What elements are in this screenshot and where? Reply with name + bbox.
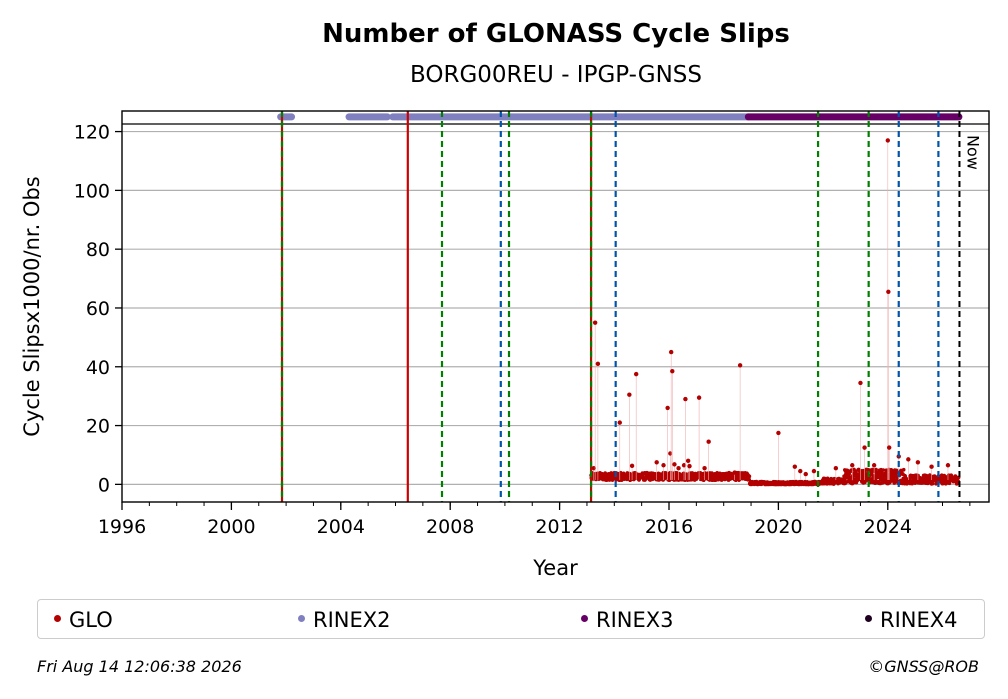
legend-label-rinex2: RINEX2 xyxy=(313,608,391,632)
glo-outlier-point xyxy=(737,363,743,368)
x-tick-label-5: 2016 xyxy=(645,516,693,538)
glo-point xyxy=(901,467,906,472)
glo-outlier-point xyxy=(672,462,677,467)
glo-outlier-point xyxy=(629,463,635,469)
glo-outlier-point xyxy=(886,445,892,450)
y-tick-label-6: 120 xyxy=(74,122,110,144)
glo-outlier-point xyxy=(687,463,692,469)
y-tick-label-4: 80 xyxy=(86,239,110,261)
glo-outlier-point xyxy=(776,430,781,436)
x-tick-label-6: 2020 xyxy=(754,516,802,538)
glo-outlier-point xyxy=(850,463,855,468)
glo-outlier-point xyxy=(661,463,666,468)
chart-title: Number of GLONASS Cycle Slips xyxy=(322,19,790,49)
glo-outlier-point xyxy=(945,463,951,468)
legend-item-rinex3: RINEX3 xyxy=(581,608,674,632)
glo-outlier-point xyxy=(685,458,691,464)
glo-outlier-point xyxy=(906,457,911,462)
legend-marker-glo xyxy=(54,614,61,622)
glo-outlier-point xyxy=(792,464,798,469)
glo-outlier-point xyxy=(683,396,688,402)
y-tick-label-0: 0 xyxy=(98,474,110,496)
x-tick-label-1: 2000 xyxy=(207,516,255,538)
glo-outlier-point xyxy=(696,395,702,400)
glo-outlier-point xyxy=(670,368,675,374)
glo-outlier-point xyxy=(627,392,632,397)
plot-frame xyxy=(121,110,990,503)
x-tick-label-0: 1996 xyxy=(98,516,146,538)
x-tick-label-7: 2024 xyxy=(864,516,912,538)
glo-outlier-point xyxy=(915,460,921,465)
x-tick-label-2: 2004 xyxy=(317,516,365,538)
glo-outlier-point xyxy=(617,420,622,425)
legend-label-rinex4: RINEX4 xyxy=(880,608,958,632)
y-axis-label: Cycle Slipsx1000/nr. Obs xyxy=(20,176,44,436)
glo-outlier-point xyxy=(858,380,863,386)
glo-point xyxy=(874,467,878,472)
glo-outlier-point xyxy=(654,460,659,465)
legend-item-glo: GLO xyxy=(54,608,113,632)
x-tick-label-3: 2008 xyxy=(426,516,474,538)
glo-outlier-point xyxy=(871,463,877,468)
cycle-slips-chart: Number of GLONASS Cycle Slips BORG00REU -… xyxy=(20,19,990,580)
y-tick-label-2: 40 xyxy=(86,357,110,379)
legend-marker-rinex3 xyxy=(581,614,588,622)
legend-label-glo: GLO xyxy=(69,608,113,632)
legend-marker-rinex2 xyxy=(298,614,305,622)
x-tick-label-4: 2012 xyxy=(535,516,583,538)
chart-legend: GLO RINEX2 RINEX3 RINEX4 xyxy=(37,599,985,639)
x-axis-label: Year xyxy=(532,556,578,580)
glo-outlier-point xyxy=(665,405,670,411)
glo-point xyxy=(930,481,935,486)
glo-outlier-point xyxy=(668,451,673,456)
glo-point xyxy=(747,474,752,479)
glo-outlier-point xyxy=(929,464,934,469)
glo-outlier-point xyxy=(702,465,707,471)
glo-outlier-point xyxy=(732,470,737,475)
y-tick-label-1: 20 xyxy=(86,416,110,438)
footer-copyright: ©GNSS@ROB xyxy=(868,657,979,676)
glo-outlier-point xyxy=(803,471,808,477)
glo-point xyxy=(881,468,886,472)
legend-label-rinex3: RINEX3 xyxy=(596,608,674,632)
glo-outlier-point xyxy=(668,349,674,355)
glo-outlier-point xyxy=(798,468,803,474)
chart-subtitle: BORG00REU - IPGP-GNSS xyxy=(410,62,702,88)
glo-outlier-point xyxy=(595,361,601,367)
glo-outlier-point xyxy=(706,439,711,444)
footer-timestamp: Fri Aug 14 12:06:38 2026 xyxy=(37,657,242,676)
now-label: Now xyxy=(963,135,982,170)
legend-marker-rinex4 xyxy=(865,614,872,622)
glo-outlier-point xyxy=(886,289,891,295)
legend-item-rinex4: RINEX4 xyxy=(865,608,958,632)
y-tick-label-5: 100 xyxy=(74,180,110,202)
glo-outlier-point xyxy=(885,138,891,143)
legend-item-rinex2: RINEX2 xyxy=(298,608,391,632)
glo-outlier-point xyxy=(811,468,817,474)
glo-outlier-point xyxy=(676,465,681,471)
glo-outlier-point xyxy=(633,371,639,377)
glo-outlier-point xyxy=(833,465,839,471)
y-tick-label-3: 60 xyxy=(86,298,110,320)
glo-outlier-point xyxy=(592,320,598,325)
glo-point xyxy=(876,475,880,480)
glo-outlier-point xyxy=(862,445,867,450)
